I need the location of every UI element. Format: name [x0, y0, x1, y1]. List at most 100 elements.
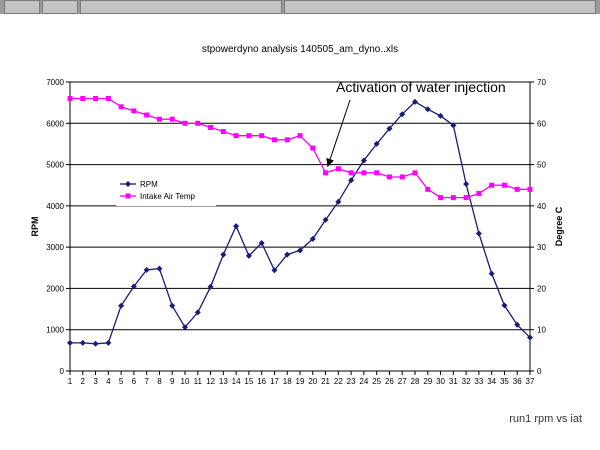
x-tick-label: 19	[296, 377, 305, 386]
data-point	[438, 195, 444, 201]
annotation-text: Activation of water injection	[336, 79, 506, 95]
data-point	[514, 186, 520, 192]
data-point	[258, 240, 265, 247]
data-point	[220, 251, 227, 258]
x-tick-label: 16	[257, 377, 266, 386]
x-tick-label: 5	[119, 377, 124, 386]
data-point	[374, 170, 380, 176]
y2-tick-label: 0	[537, 367, 542, 376]
data-point	[424, 106, 431, 113]
data-point	[105, 339, 112, 346]
y2-tick-label: 40	[537, 202, 546, 211]
annotation-arrow-head	[326, 157, 334, 167]
data-point	[143, 266, 150, 273]
data-point	[476, 190, 482, 196]
x-tick-label: 22	[334, 377, 343, 386]
legend-label: RPM	[140, 180, 158, 189]
data-point	[245, 252, 252, 259]
y2-tick-label: 50	[537, 161, 546, 170]
y-tick-label: 7000	[46, 78, 64, 87]
data-point	[297, 247, 303, 254]
data-point	[514, 321, 521, 328]
data-point	[156, 265, 163, 272]
data-point	[373, 140, 380, 147]
data-point	[360, 157, 367, 164]
data-point	[399, 174, 405, 180]
data-point	[488, 270, 495, 277]
x-tick-label: 7	[144, 377, 149, 386]
data-point	[233, 223, 240, 230]
data-point	[348, 177, 355, 184]
x-tick-label: 15	[244, 377, 253, 386]
x-tick-label: 2	[81, 377, 86, 386]
x-tick-label: 27	[398, 377, 407, 386]
x-tick-label: 33	[474, 377, 483, 386]
data-point	[335, 198, 342, 205]
x-tick-label: 4	[106, 377, 111, 386]
x-tick-label: 24	[359, 377, 368, 386]
data-point	[105, 96, 111, 102]
x-tick-label: 32	[462, 377, 471, 386]
data-point	[310, 145, 316, 151]
data-point	[348, 170, 354, 176]
data-point	[450, 195, 456, 201]
data-point	[463, 195, 469, 201]
data-point	[361, 170, 367, 176]
data-point	[475, 230, 482, 237]
legend-label: Intake Air Temp	[140, 192, 196, 201]
top-bar-cell	[42, 0, 78, 14]
data-point	[335, 166, 341, 172]
y2-tick-label: 20	[537, 284, 546, 293]
data-point	[67, 339, 73, 346]
data-point	[386, 174, 392, 180]
x-tick-label: 13	[219, 377, 228, 386]
data-point	[182, 120, 188, 126]
x-tick-label: 23	[347, 377, 356, 386]
data-point	[118, 104, 124, 110]
data-point	[195, 120, 201, 126]
data-point	[144, 112, 150, 118]
data-point	[386, 125, 393, 132]
y2-tick-label: 60	[537, 119, 546, 128]
x-tick-label: 34	[487, 377, 496, 386]
data-point	[207, 283, 214, 290]
x-tick-label: 35	[500, 377, 509, 386]
data-point	[271, 137, 277, 143]
x-tick-label: 30	[436, 377, 445, 386]
chart-caption: run1 rpm vs iat	[509, 413, 582, 425]
data-point	[501, 302, 508, 309]
y-tick-label: 2000	[46, 284, 64, 293]
chart-title: stpowerdyno analysis 140505_am_dyno..xls	[202, 44, 398, 55]
x-tick-label: 21	[321, 377, 330, 386]
y-tick-label: 3000	[46, 243, 64, 252]
data-point	[284, 137, 290, 143]
y-tick-label: 5000	[46, 161, 64, 170]
data-point	[169, 116, 175, 122]
data-point	[92, 340, 99, 347]
data-point	[284, 251, 291, 258]
x-tick-label: 3	[93, 377, 98, 386]
x-tick-label: 25	[372, 377, 381, 386]
x-tick-label: 36	[513, 377, 522, 386]
data-point	[93, 96, 99, 102]
data-point	[527, 334, 533, 341]
top-bar-cell	[80, 0, 282, 14]
y2-axis-title: Degree C	[554, 206, 564, 246]
data-point	[67, 96, 73, 102]
y-tick-label: 0	[60, 367, 65, 376]
data-point	[194, 309, 201, 316]
x-tick-label: 11	[194, 377, 203, 386]
data-point	[208, 124, 214, 130]
y2-tick-label: 10	[537, 326, 546, 335]
data-point	[182, 324, 188, 331]
data-point	[130, 283, 137, 290]
legend-box	[116, 178, 216, 206]
data-point	[501, 182, 507, 188]
x-tick-label: 1	[68, 377, 73, 386]
data-point	[323, 170, 329, 176]
window-top-bar	[0, 0, 600, 14]
data-point	[246, 133, 252, 139]
x-tick-label: 12	[206, 377, 215, 386]
x-tick-label: 31	[449, 377, 458, 386]
